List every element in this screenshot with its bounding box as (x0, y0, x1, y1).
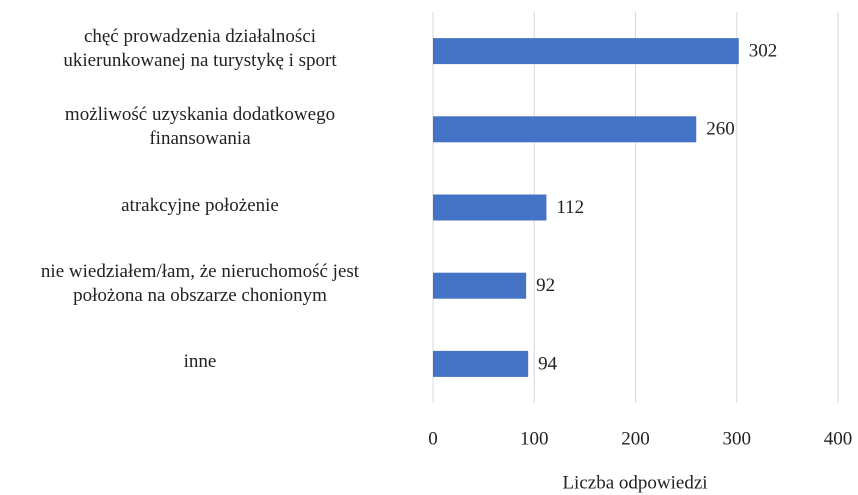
category-label: nie wiedziałem/łam, że nieruchomość jest… (40, 260, 360, 306)
value-label: 94 (538, 353, 558, 374)
value-label: 112 (556, 197, 584, 218)
x-tick-label: 0 (428, 428, 438, 449)
category-label: chęć prowadzenia działalności ukierunkow… (63, 26, 337, 72)
bar (433, 116, 697, 143)
x-axis-title: Liczba odpowiedzi (562, 472, 707, 493)
x-tick-label: 200 (621, 428, 650, 449)
bar (433, 194, 547, 221)
bar (433, 272, 527, 299)
category-label: możliwość uzyskania dodatkowego finansow… (64, 104, 336, 150)
value-label: 302 (749, 40, 778, 61)
value-label: 92 (536, 275, 555, 296)
category-label: inne (183, 350, 217, 372)
category-label: atrakcyjne położenie (121, 194, 279, 216)
x-tick-label: 100 (520, 428, 549, 449)
value-label: 260 (706, 119, 735, 140)
bar (433, 38, 739, 65)
x-tick-label: 300 (723, 428, 752, 449)
bar (433, 350, 529, 377)
x-tick-label: 400 (824, 428, 853, 449)
